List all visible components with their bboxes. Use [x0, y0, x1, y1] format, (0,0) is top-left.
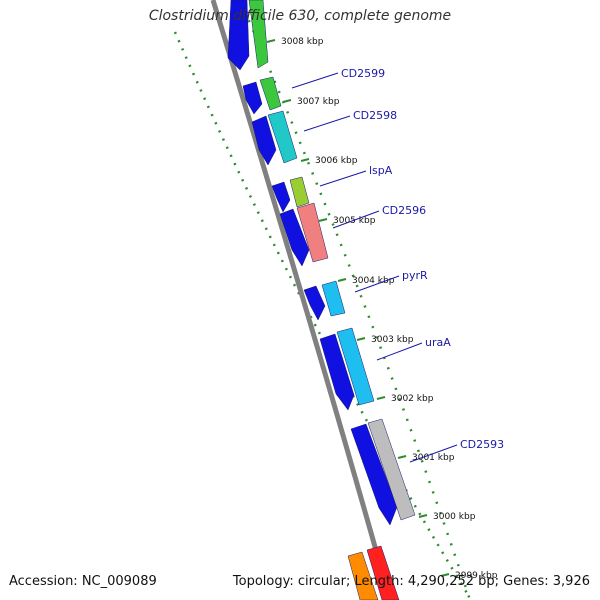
ruler-label: 3008 kbp	[281, 37, 324, 47]
gene-label[interactable]: CD2599	[341, 67, 385, 80]
gene-label-leader	[332, 210, 380, 229]
gene-label[interactable]: CD2598	[353, 109, 397, 122]
gene-block	[251, 115, 277, 166]
gene-label-leader	[354, 275, 400, 293]
gene-block	[336, 327, 375, 406]
gene-label[interactable]: CD2593	[460, 438, 504, 451]
ruler-label: 3003 kbp	[371, 335, 414, 345]
gene-label-leader	[319, 170, 367, 187]
gene-label[interactable]: pyrR	[402, 269, 428, 282]
ruler-tick	[418, 514, 428, 518]
gene-block	[321, 280, 346, 317]
ruler-tick	[356, 337, 366, 341]
ruler-tick	[440, 573, 450, 577]
ruler-label-group: 3008 kbp 3007 kbp 3006 kbp 3005 kbp 3004 kbp…	[266, 37, 498, 581]
gene-label-leader	[303, 115, 351, 132]
genome-summary-text: Topology: circular; Length: 4,290,252 bp…	[232, 574, 590, 589]
gene-label[interactable]: lspA	[369, 164, 393, 177]
ruler-label: 3005 kbp	[333, 216, 376, 226]
gene-label-group: CD2599 CD2598 lspA CD2596 pyrR uraA CD2593	[291, 67, 504, 463]
ruler-label: 3002 kbp	[391, 394, 434, 404]
ruler-label: 3004 kbp	[352, 276, 395, 286]
ruler-tick	[300, 158, 310, 162]
dotted-track	[173, 31, 472, 599]
gene-block	[366, 545, 400, 600]
ruler-label: 3000 kbp	[433, 512, 476, 522]
gene-block	[271, 181, 291, 213]
gene-label[interactable]: uraA	[425, 336, 451, 349]
gene-block	[350, 423, 398, 526]
gene-block	[289, 176, 310, 208]
gene-block	[319, 333, 355, 411]
accession-text: Accession: NC_009089	[9, 574, 157, 589]
map-title: Clostridium difficile 630, complete geno…	[148, 8, 452, 24]
gene-block	[267, 110, 298, 164]
ruler-tick	[266, 39, 276, 43]
gene-block	[248, 0, 269, 69]
gene-label-leader	[376, 342, 423, 361]
gene-track	[227, 0, 416, 600]
gene-block	[296, 202, 329, 263]
gene-label[interactable]: CD2596	[382, 204, 426, 217]
ruler-tick	[318, 218, 328, 222]
genome-backbone	[210, 0, 393, 600]
gene-block	[367, 418, 416, 521]
gene-block	[227, 0, 250, 71]
ruler-label: 3001 kbp	[412, 453, 455, 463]
gene-label-leader	[291, 72, 339, 89]
gene-block	[259, 76, 282, 111]
gene-label-leader	[409, 444, 458, 463]
gene-block	[242, 81, 263, 115]
gene-block	[347, 551, 379, 600]
ruler-tick	[397, 455, 407, 459]
ruler-tick	[337, 278, 347, 282]
ruler-label: 3006 kbp	[315, 156, 358, 166]
ruler-tick	[282, 99, 292, 103]
gene-block	[279, 208, 310, 267]
gene-block	[303, 285, 326, 321]
ruler-label: 2999 kbp	[455, 571, 498, 581]
ruler-label: 3007 kbp	[297, 97, 340, 107]
ruler-tick	[376, 396, 386, 400]
